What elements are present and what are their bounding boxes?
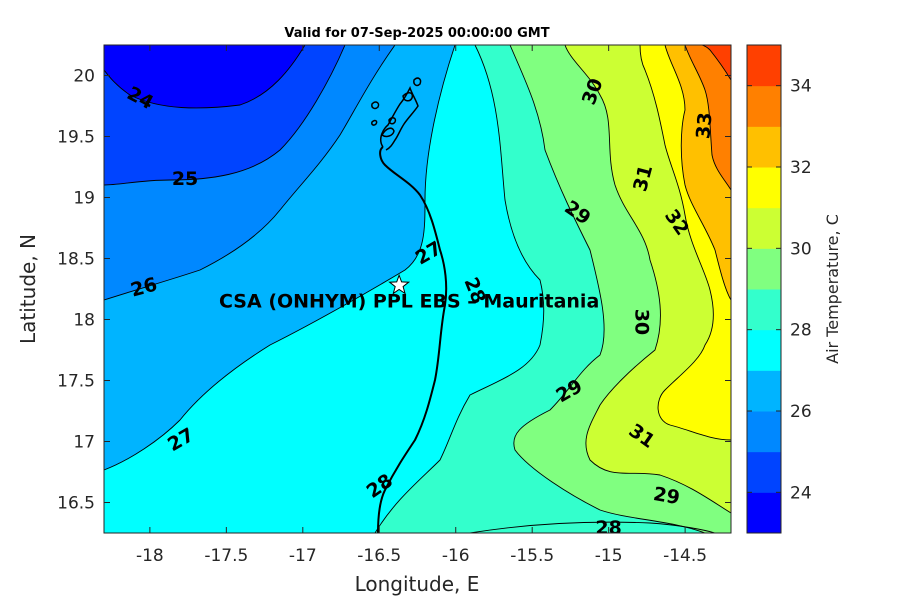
colorbar-segment bbox=[747, 329, 781, 371]
plot-frame bbox=[103, 44, 732, 534]
coastline bbox=[371, 77, 448, 533]
colorbar-tick-label: 32 bbox=[790, 158, 812, 178]
coastline-islet-3 bbox=[413, 77, 422, 87]
coastline-islet-1 bbox=[381, 127, 395, 138]
contour-line-26 bbox=[104, 45, 396, 301]
contour-lines bbox=[104, 45, 731, 533]
contour-line-25 bbox=[104, 45, 346, 186]
x-axis-ticks: -18 -17.5 -17 -16.5 -16 -15.5 -15 -14.5 bbox=[136, 45, 707, 566]
coastline-islet-4 bbox=[371, 101, 380, 110]
x-tick-label: -18 bbox=[136, 546, 164, 566]
band-34-35 bbox=[702, 45, 731, 80]
y-axis-ticks: 16.5 17 17.5 18 18.5 19 19.5 20 bbox=[57, 67, 731, 514]
contour-line-34 bbox=[701, 45, 731, 81]
contour-label: 28 bbox=[595, 517, 621, 539]
colorbar-frame bbox=[746, 44, 782, 534]
colorbar-tick-label: 34 bbox=[790, 77, 812, 97]
colorbar: 24 26 28 30 32 34 bbox=[746, 44, 812, 534]
contour-label: 33 bbox=[692, 111, 716, 139]
colorbar-segment bbox=[747, 45, 781, 87]
band-23-24 bbox=[104, 45, 305, 108]
colorbar-segment bbox=[747, 289, 781, 331]
y-axis-label: Latitude, N bbox=[16, 234, 40, 344]
colorbar-segment bbox=[747, 167, 781, 209]
coastline-islet-2 bbox=[402, 92, 414, 102]
y-tick-label: 18 bbox=[73, 311, 95, 331]
coastline-banc-d-arguin bbox=[380, 86, 419, 151]
colorbar-tick-label: 28 bbox=[790, 321, 812, 341]
star-marker bbox=[388, 273, 411, 295]
y-tick-label: 19 bbox=[73, 189, 95, 209]
colorbar-tick-label: 30 bbox=[790, 239, 812, 259]
contour-line-32 bbox=[664, 45, 731, 301]
contour-line-31 bbox=[639, 45, 731, 441]
x-tick-label: -17 bbox=[289, 546, 317, 566]
contour-line-28 bbox=[374, 45, 545, 533]
coastline-islet-6 bbox=[371, 119, 378, 126]
y-tick-label: 17.5 bbox=[57, 372, 95, 392]
x-axis-label: Longitude, E bbox=[355, 572, 480, 596]
x-tick-label: -15 bbox=[595, 546, 623, 566]
contour-line-27 bbox=[104, 45, 456, 471]
y-tick-label: 17 bbox=[73, 433, 95, 453]
x-tick-label: -15.5 bbox=[510, 546, 554, 566]
colorbar-segment bbox=[747, 451, 781, 493]
coastline-islet-5 bbox=[388, 117, 397, 125]
colorbar-label: Air Temperature, C bbox=[823, 214, 842, 364]
contour-line-33 bbox=[684, 45, 731, 191]
contour-label: 29 bbox=[652, 483, 682, 509]
contour-line-24 bbox=[104, 45, 306, 109]
contour-line-28-south bbox=[469, 521, 716, 533]
chart-title: Valid for 07-Sep-2025 00:00:00 GMT bbox=[284, 26, 549, 41]
contour-label: 25 bbox=[172, 168, 198, 190]
colorbar-segment bbox=[747, 492, 781, 534]
colorbar-segment bbox=[747, 411, 781, 453]
colorbar-segment bbox=[747, 370, 781, 412]
y-tick-label: 20 bbox=[73, 67, 95, 87]
x-tick-label: -17.5 bbox=[204, 546, 248, 566]
colorbar-segment bbox=[747, 85, 781, 127]
colorbar-segment bbox=[747, 207, 781, 249]
contour-line-30 bbox=[564, 45, 731, 514]
contour-label: 30 bbox=[630, 309, 652, 335]
colorbar-tick-label: 26 bbox=[790, 402, 812, 422]
contour-line-29 bbox=[509, 45, 706, 533]
x-tick-label: -16 bbox=[442, 546, 470, 566]
colorbar-segment bbox=[747, 248, 781, 290]
coastline-mainland bbox=[377, 146, 448, 533]
x-tick-label: -14.5 bbox=[663, 546, 707, 566]
colorbar-tick-label: 24 bbox=[790, 483, 812, 503]
site-marker bbox=[388, 273, 411, 295]
x-tick-label: -16.5 bbox=[357, 546, 401, 566]
y-tick-label: 19.5 bbox=[57, 128, 95, 148]
colorbar-segment bbox=[747, 126, 781, 168]
band-33-34 bbox=[685, 45, 731, 190]
y-tick-label: 16.5 bbox=[57, 494, 95, 514]
site-annotation: CSA (ONHYM) PPL EBS – Mauritania bbox=[219, 290, 599, 312]
y-tick-label: 18.5 bbox=[57, 250, 95, 270]
